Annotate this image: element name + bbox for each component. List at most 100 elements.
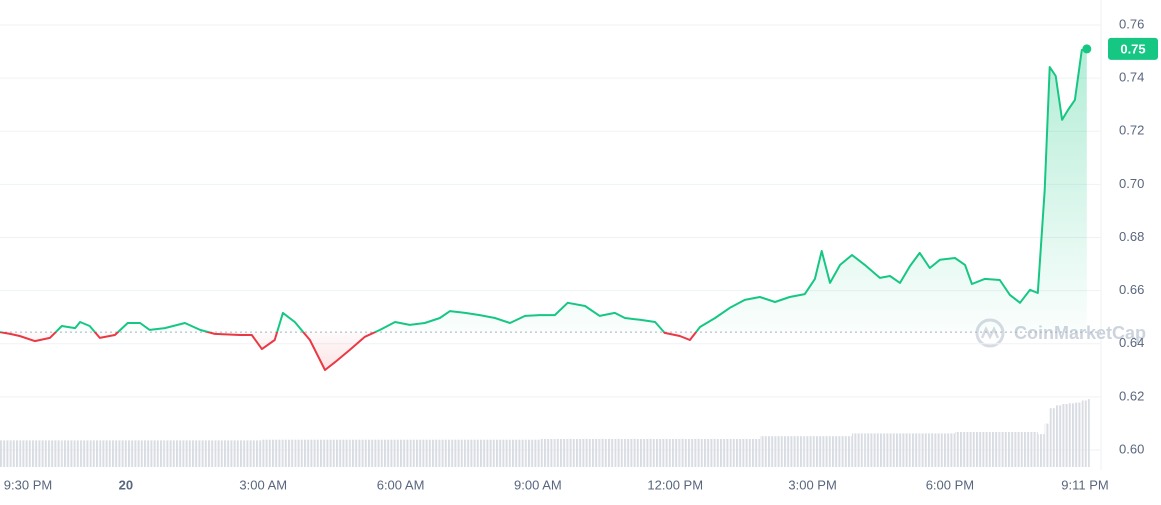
- volume-bar: [61, 440, 76, 467]
- volume-bar: [804, 436, 815, 467]
- x-tick-label: 6:00 PM: [926, 477, 974, 492]
- price-tag-label: 0.75: [1120, 41, 1145, 56]
- volume-bar: [0, 440, 11, 467]
- volume-bar: [789, 436, 805, 467]
- volume-bar: [1086, 399, 1090, 467]
- volume-bar: [965, 432, 972, 467]
- volume-bar: [1068, 403, 1075, 467]
- volume-bar: [149, 440, 165, 467]
- volume-bar: [729, 439, 745, 467]
- volume-bar: [585, 439, 600, 467]
- volume-bar: [395, 439, 410, 467]
- volume-bar: [450, 439, 466, 467]
- volume-bar: [910, 433, 920, 467]
- volume-bar: [984, 432, 1000, 467]
- volume-bar: [971, 432, 985, 467]
- volume-bar: [89, 440, 100, 467]
- volume-bar: [294, 439, 310, 467]
- volume-bar: [509, 439, 526, 467]
- volume-bar: [309, 439, 326, 467]
- y-tick-label: 0.70: [1119, 176, 1144, 191]
- volume-bar: [349, 439, 365, 467]
- x-tick-label: 6:00 AM: [377, 477, 425, 492]
- volume-bar: [379, 439, 396, 467]
- volume-bar: [715, 439, 730, 467]
- volume-bar: [759, 436, 776, 467]
- volume-bar: [80, 440, 90, 467]
- volume-bar: [840, 436, 852, 467]
- x-tick-label: 12:00 PM: [647, 477, 703, 492]
- volume-bar: [75, 440, 81, 467]
- volume-bar: [49, 440, 62, 467]
- volume-bar: [889, 433, 901, 467]
- y-tick-label: 0.72: [1119, 123, 1144, 138]
- volume-bar: [900, 433, 911, 467]
- volume-bar: [879, 433, 890, 467]
- volume-bar: [184, 440, 201, 467]
- volume-bar: [479, 439, 495, 467]
- volume-bar: [567, 439, 586, 467]
- x-tick-label: 3:00 AM: [239, 477, 287, 492]
- volume-bar: [814, 436, 822, 467]
- volume-bar: [164, 440, 185, 467]
- x-tick-label: 9:11 PM: [1061, 477, 1108, 492]
- volume-bar: [494, 439, 510, 467]
- last-point: [1082, 44, 1092, 54]
- x-tick-label: 3:00 PM: [788, 477, 836, 492]
- volume-bar: [639, 439, 656, 467]
- volume-bar: [140, 440, 150, 467]
- volume-bar: [274, 439, 283, 467]
- x-tick-label: 9:30 PM: [4, 477, 52, 492]
- volume-bar: [114, 440, 128, 467]
- y-tick-label: 0.62: [1119, 388, 1144, 403]
- volume-bar: [851, 433, 865, 467]
- volume-bar: [614, 439, 625, 467]
- y-tick-label: 0.68: [1119, 229, 1144, 244]
- y-tick-label: 0.76: [1119, 16, 1144, 31]
- volume-bar: [1044, 423, 1050, 467]
- volume-bar: [1030, 432, 1038, 467]
- volume-bar: [10, 440, 20, 467]
- volume-bar: [554, 439, 568, 467]
- volume-bar: [200, 440, 215, 467]
- volume-bar: [829, 436, 841, 467]
- volume-bar: [775, 436, 790, 467]
- volume-bar: [999, 432, 1010, 467]
- volume-bar: [1009, 432, 1020, 467]
- x-tick-label: 9:00 AM: [514, 477, 562, 492]
- volume-bar: [699, 439, 716, 467]
- volume-bar: [34, 440, 50, 467]
- volume-bar: [679, 439, 690, 467]
- volume-bar: [689, 439, 700, 467]
- volume-bar: [335, 439, 350, 467]
- volume-bar: [1074, 402, 1082, 467]
- volume-bar: [364, 439, 380, 467]
- volume-bar: [251, 440, 262, 467]
- volume-bar: [239, 440, 252, 467]
- volume-bar: [261, 439, 275, 467]
- x-tick-label: 20: [119, 477, 133, 492]
- y-tick-label: 0.74: [1119, 70, 1144, 85]
- volume-bar: [939, 433, 955, 467]
- volume-bar: [19, 440, 35, 467]
- y-tick-label: 0.64: [1119, 335, 1144, 350]
- y-tick-label: 0.60: [1119, 441, 1144, 456]
- volume-bar: [1055, 405, 1063, 467]
- volume-bar: [864, 433, 880, 467]
- volume-bar: [664, 439, 680, 467]
- volume-bar: [929, 433, 940, 467]
- y-tick-label: 0.66: [1119, 282, 1144, 297]
- volume-bar: [99, 440, 115, 467]
- volume-bar: [919, 433, 930, 467]
- volume-bar: [1081, 400, 1087, 467]
- volume-bar: [214, 440, 240, 467]
- volume-bar: [1062, 404, 1069, 467]
- volume-bar: [954, 432, 966, 467]
- volume-bar: [127, 440, 141, 467]
- volume-bar: [539, 439, 555, 467]
- volume-bar: [409, 439, 425, 467]
- volume-bar: [1049, 408, 1056, 467]
- volume-bar: [599, 439, 615, 467]
